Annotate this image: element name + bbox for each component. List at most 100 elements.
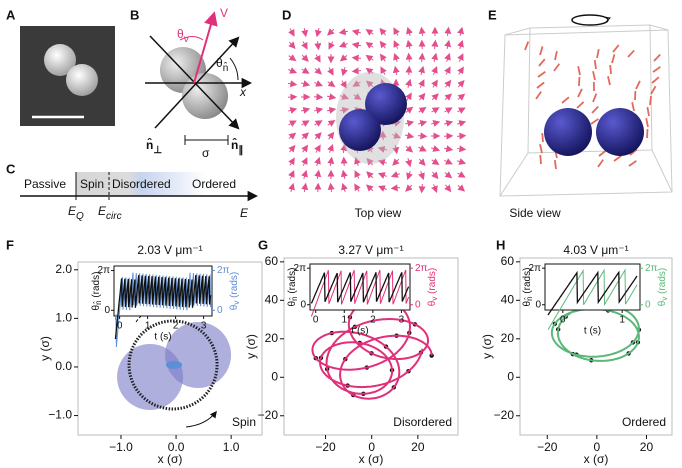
flow-arrow <box>365 67 374 75</box>
flow-arrow <box>404 132 415 140</box>
inset-y-label-part: n̂ <box>525 296 534 300</box>
flow-arrow <box>649 95 652 106</box>
inset-x-tick-label: 0 <box>313 315 319 326</box>
flow-arrow <box>537 71 546 78</box>
inset-x-tick-label: 0 <box>117 321 123 332</box>
x-axis-label: x (σ) <box>359 452 384 466</box>
flow-arrow <box>457 66 464 75</box>
flow-arrow <box>405 52 413 63</box>
flow-arrow <box>635 80 641 90</box>
flow-arrow <box>457 79 465 88</box>
inset-x-label: t (s) <box>154 332 171 343</box>
inset-y-label: θn̂ (rads) <box>522 268 534 307</box>
label: ∥ <box>238 145 243 156</box>
x-tick-label: 20 <box>411 440 425 454</box>
flow-arrow <box>377 159 387 166</box>
flow-arrow <box>288 107 298 114</box>
flow-arrow <box>287 80 298 88</box>
inset-y-label-part: θ <box>287 300 298 306</box>
flow-arrow <box>405 92 412 101</box>
particle <box>44 44 76 76</box>
flow-arrow <box>457 158 467 165</box>
flow-arrow <box>418 26 426 37</box>
velocity-arrow <box>193 11 218 84</box>
box-face <box>499 29 673 197</box>
label: θ <box>216 56 223 70</box>
x-axis-label: x (σ) <box>584 452 609 466</box>
flow-arrow <box>444 26 452 37</box>
label: n̂ <box>223 60 229 74</box>
flow-arrow <box>288 28 295 37</box>
flow-arrow <box>541 132 544 143</box>
flow-arrow <box>431 93 439 101</box>
flow-arrow <box>366 171 374 179</box>
flow-arrow <box>390 184 401 192</box>
inset-y-label-part: θ <box>91 304 102 310</box>
flow-arrow <box>351 54 362 62</box>
y-tick-label: 20 <box>501 331 515 345</box>
x-tick-label: 20 <box>640 440 654 454</box>
theta-v-trace <box>310 269 410 317</box>
flow-arrow <box>366 184 374 192</box>
flow-arrow <box>392 132 401 139</box>
flow-arrow <box>431 52 439 63</box>
flow-arrow <box>392 65 400 76</box>
flow-arrow <box>392 158 400 166</box>
flow-arrow <box>327 143 334 153</box>
panel-label: C <box>6 161 16 176</box>
inset-y2-tick-label: 0 <box>217 305 223 316</box>
caption: Top view <box>355 206 402 220</box>
inset-y-tick-label: 2π <box>529 263 542 274</box>
inset-y-tick-label: 0 <box>104 305 110 316</box>
flow-arrow <box>341 182 348 192</box>
inset-y-label-part: θ <box>522 300 533 306</box>
flow-arrow <box>354 183 361 192</box>
flow-arrow <box>392 120 402 127</box>
panel-h: H 4.03 V μm⁻¹ −20 0 20 −20 0 20 40 60 x (σ) y (σ) Or… <box>480 237 673 466</box>
flow-arrow <box>301 132 310 140</box>
flow-arrow <box>288 144 296 153</box>
flow-arrow <box>457 93 466 101</box>
flow-arrow <box>539 144 543 154</box>
flow-arrow <box>431 158 440 165</box>
inset-x-tick-label: 2 <box>173 321 179 332</box>
flow-arrow <box>591 105 599 114</box>
inset-y-label: θn̂ (rads) <box>91 272 103 311</box>
flow-arrow <box>628 160 637 167</box>
flow-arrow <box>613 154 622 162</box>
flow-arrow <box>418 92 426 101</box>
inset-x-label: t (s) <box>351 326 368 337</box>
panel-label: H <box>496 237 505 252</box>
flow-arrow <box>457 53 464 62</box>
inset-y2-tick-label: 2π <box>217 265 230 276</box>
flow-arrow <box>652 66 661 73</box>
flow-arrow <box>645 118 649 128</box>
plot-frame <box>519 257 673 436</box>
flow-arrow <box>340 169 348 180</box>
label: x <box>239 85 247 99</box>
flow-arrow <box>431 107 440 114</box>
flow-arrow <box>301 27 309 38</box>
flow-arrow <box>314 169 322 180</box>
inset-y-label: θn̂ (rads) <box>287 268 299 307</box>
label: EQ <box>68 204 84 221</box>
flow-arrow <box>553 159 557 170</box>
theta-n-trace <box>310 272 410 304</box>
inset-y-label-part: n̂ <box>94 300 103 304</box>
flow-arrow <box>313 106 324 114</box>
inset-y-label-part: (rads) <box>91 272 102 301</box>
flow-arrow <box>301 80 311 87</box>
flow-arrow <box>392 144 400 155</box>
flow-arrow <box>631 102 635 112</box>
flow-arrow <box>338 41 348 48</box>
particle <box>165 321 232 388</box>
label: σ <box>202 146 210 160</box>
annotation: Ordered <box>622 415 666 429</box>
annotation: Spin <box>232 415 256 429</box>
flow-arrow <box>539 46 544 56</box>
flow-arrow <box>327 131 335 140</box>
flow-arrow <box>354 170 361 179</box>
y-tick-label: 0.0 <box>55 359 72 373</box>
flow-arrow <box>314 54 321 63</box>
inset-y2-label: θv (rads) <box>229 272 241 310</box>
